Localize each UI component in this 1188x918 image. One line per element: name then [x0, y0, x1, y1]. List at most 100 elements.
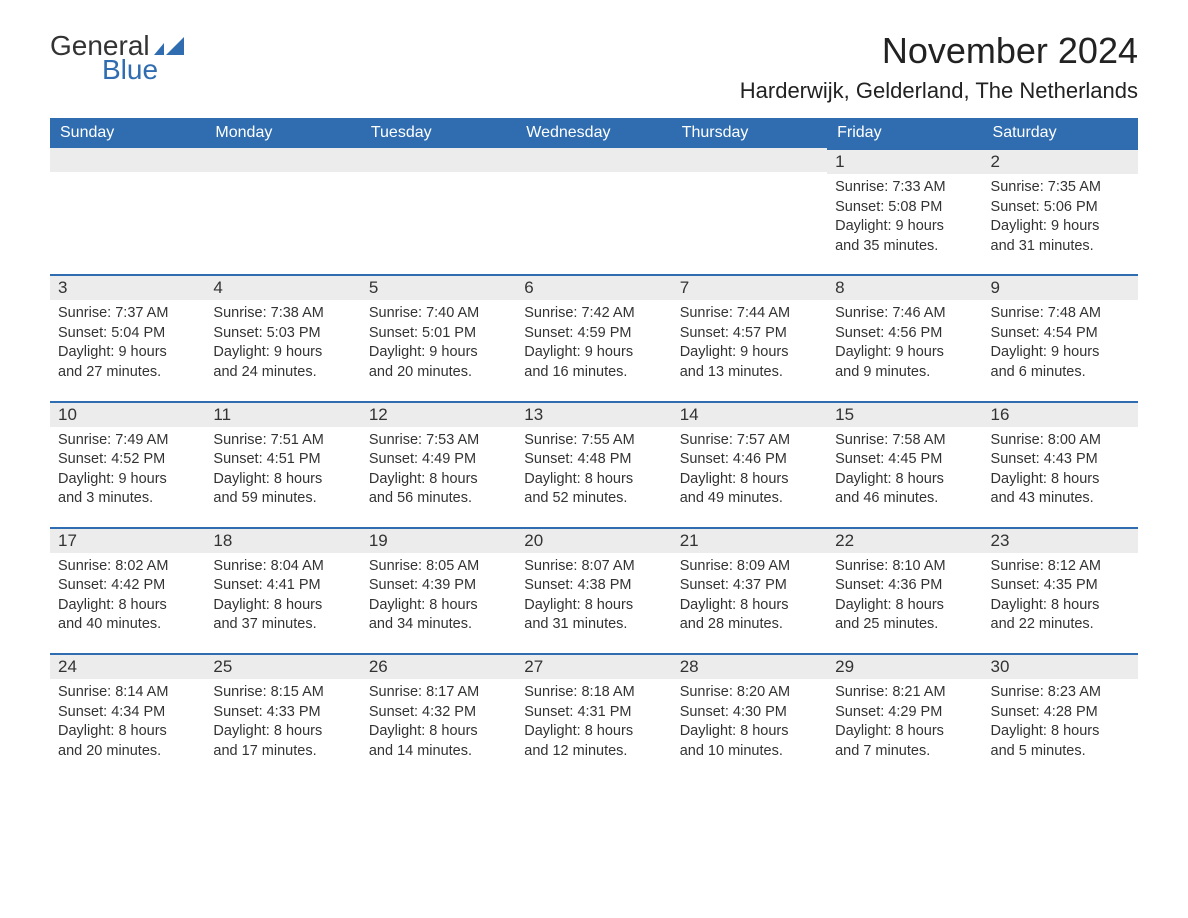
sunrise-text: Sunrise: 8:02 AM: [58, 557, 197, 577]
day-details: Sunrise: 7:55 AMSunset: 4:48 PMDaylight:…: [516, 427, 671, 527]
day-number: 7: [672, 274, 827, 300]
daylight-text-line2: and 59 minutes.: [213, 489, 352, 509]
day-details: Sunrise: 7:57 AMSunset: 4:46 PMDaylight:…: [672, 427, 827, 527]
daylight-text-line2: and 3 minutes.: [58, 489, 197, 509]
day-number: 10: [50, 401, 205, 427]
sunset-text: Sunset: 4:49 PM: [369, 450, 508, 470]
daylight-text-line2: and 12 minutes.: [524, 742, 663, 762]
day-number: 25: [205, 653, 360, 679]
daylight-text-line2: and 10 minutes.: [680, 742, 819, 762]
calendar-cell: 16Sunrise: 8:00 AMSunset: 4:43 PMDayligh…: [983, 401, 1138, 527]
sunrise-text: Sunrise: 8:23 AM: [991, 683, 1130, 703]
daylight-text-line2: and 5 minutes.: [991, 742, 1130, 762]
sunrise-text: Sunrise: 8:10 AM: [835, 557, 974, 577]
day-details: Sunrise: 7:37 AMSunset: 5:04 PMDaylight:…: [50, 300, 205, 400]
calendar-cell: 14Sunrise: 7:57 AMSunset: 4:46 PMDayligh…: [672, 401, 827, 527]
daylight-text-line1: Daylight: 9 hours: [58, 343, 197, 363]
daylight-text-line1: Daylight: 9 hours: [835, 343, 974, 363]
calendar-cell: 12Sunrise: 7:53 AMSunset: 4:49 PMDayligh…: [361, 401, 516, 527]
calendar-cell: 30Sunrise: 8:23 AMSunset: 4:28 PMDayligh…: [983, 653, 1138, 779]
day-details: Sunrise: 7:44 AMSunset: 4:57 PMDaylight:…: [672, 300, 827, 400]
daylight-text-line1: Daylight: 9 hours: [58, 470, 197, 490]
sunrise-text: Sunrise: 7:37 AM: [58, 304, 197, 324]
day-details: Sunrise: 8:09 AMSunset: 4:37 PMDaylight:…: [672, 553, 827, 653]
sunrise-text: Sunrise: 7:40 AM: [369, 304, 508, 324]
calendar-table: Sunday Monday Tuesday Wednesday Thursday…: [50, 118, 1138, 779]
sunrise-text: Sunrise: 7:58 AM: [835, 431, 974, 451]
sunset-text: Sunset: 4:38 PM: [524, 576, 663, 596]
sunrise-text: Sunrise: 8:00 AM: [991, 431, 1130, 451]
calendar-cell: 28Sunrise: 8:20 AMSunset: 4:30 PMDayligh…: [672, 653, 827, 779]
daylight-text-line1: Daylight: 8 hours: [58, 722, 197, 742]
calendar-cell: 29Sunrise: 8:21 AMSunset: 4:29 PMDayligh…: [827, 653, 982, 779]
header: General Blue November 2024 Harderwijk, G…: [50, 30, 1138, 104]
weekday-header: Friday: [827, 118, 982, 148]
daylight-text-line1: Daylight: 8 hours: [835, 596, 974, 616]
day-number: 12: [361, 401, 516, 427]
day-number: 16: [983, 401, 1138, 427]
sunset-text: Sunset: 4:39 PM: [369, 576, 508, 596]
calendar-cell: 10Sunrise: 7:49 AMSunset: 4:52 PMDayligh…: [50, 401, 205, 527]
calendar-cell: [50, 148, 205, 274]
day-number: 29: [827, 653, 982, 679]
weekday-header: Tuesday: [361, 118, 516, 148]
sunrise-text: Sunrise: 7:42 AM: [524, 304, 663, 324]
sunrise-text: Sunrise: 8:12 AM: [991, 557, 1130, 577]
sunset-text: Sunset: 4:54 PM: [991, 324, 1130, 344]
day-details: Sunrise: 7:49 AMSunset: 4:52 PMDaylight:…: [50, 427, 205, 527]
day-details: Sunrise: 7:42 AMSunset: 4:59 PMDaylight:…: [516, 300, 671, 400]
sunset-text: Sunset: 5:03 PM: [213, 324, 352, 344]
day-details: Sunrise: 7:51 AMSunset: 4:51 PMDaylight:…: [205, 427, 360, 527]
calendar-cell: 15Sunrise: 7:58 AMSunset: 4:45 PMDayligh…: [827, 401, 982, 527]
sunrise-text: Sunrise: 7:49 AM: [58, 431, 197, 451]
calendar-cell: 23Sunrise: 8:12 AMSunset: 4:35 PMDayligh…: [983, 527, 1138, 653]
sunrise-text: Sunrise: 7:38 AM: [213, 304, 352, 324]
day-number: 13: [516, 401, 671, 427]
sunset-text: Sunset: 4:33 PM: [213, 703, 352, 723]
day-number: 28: [672, 653, 827, 679]
day-details: Sunrise: 8:20 AMSunset: 4:30 PMDaylight:…: [672, 679, 827, 779]
title-block: November 2024 Harderwijk, Gelderland, Th…: [740, 30, 1138, 104]
weekday-header: Thursday: [672, 118, 827, 148]
daylight-text-line1: Daylight: 8 hours: [369, 596, 508, 616]
sunrise-text: Sunrise: 8:05 AM: [369, 557, 508, 577]
calendar-cell: 3Sunrise: 7:37 AMSunset: 5:04 PMDaylight…: [50, 274, 205, 400]
daylight-text-line2: and 20 minutes.: [58, 742, 197, 762]
day-details: Sunrise: 8:07 AMSunset: 4:38 PMDaylight:…: [516, 553, 671, 653]
sunrise-text: Sunrise: 7:55 AM: [524, 431, 663, 451]
day-number: 8: [827, 274, 982, 300]
day-details: Sunrise: 8:00 AMSunset: 4:43 PMDaylight:…: [983, 427, 1138, 527]
day-details: Sunrise: 8:18 AMSunset: 4:31 PMDaylight:…: [516, 679, 671, 779]
day-number: 3: [50, 274, 205, 300]
month-title: November 2024: [740, 30, 1138, 72]
sunrise-text: Sunrise: 8:14 AM: [58, 683, 197, 703]
calendar-cell: 20Sunrise: 8:07 AMSunset: 4:38 PMDayligh…: [516, 527, 671, 653]
daylight-text-line1: Daylight: 8 hours: [369, 722, 508, 742]
daylight-text-line2: and 40 minutes.: [58, 615, 197, 635]
calendar-cell: 5Sunrise: 7:40 AMSunset: 5:01 PMDaylight…: [361, 274, 516, 400]
calendar-cell: 26Sunrise: 8:17 AMSunset: 4:32 PMDayligh…: [361, 653, 516, 779]
calendar-cell: 1Sunrise: 7:33 AMSunset: 5:08 PMDaylight…: [827, 148, 982, 274]
daylight-text-line2: and 56 minutes.: [369, 489, 508, 509]
day-number: 22: [827, 527, 982, 553]
daylight-text-line1: Daylight: 8 hours: [680, 596, 819, 616]
weekday-header: Monday: [205, 118, 360, 148]
day-number: 27: [516, 653, 671, 679]
daylight-text-line1: Daylight: 8 hours: [524, 722, 663, 742]
calendar-cell: 17Sunrise: 8:02 AMSunset: 4:42 PMDayligh…: [50, 527, 205, 653]
weekday-header: Sunday: [50, 118, 205, 148]
weekday-header: Wednesday: [516, 118, 671, 148]
day-number: 15: [827, 401, 982, 427]
sunrise-text: Sunrise: 7:33 AM: [835, 178, 974, 198]
logo: General Blue: [50, 30, 184, 86]
logo-blue-text: Blue: [102, 54, 158, 86]
calendar-week-row: 17Sunrise: 8:02 AMSunset: 4:42 PMDayligh…: [50, 527, 1138, 653]
sunset-text: Sunset: 4:51 PM: [213, 450, 352, 470]
daylight-text-line1: Daylight: 9 hours: [369, 343, 508, 363]
sunset-text: Sunset: 4:59 PM: [524, 324, 663, 344]
sunset-text: Sunset: 4:31 PM: [524, 703, 663, 723]
daylight-text-line1: Daylight: 8 hours: [680, 470, 819, 490]
sunset-text: Sunset: 4:32 PM: [369, 703, 508, 723]
day-details: Sunrise: 7:46 AMSunset: 4:56 PMDaylight:…: [827, 300, 982, 400]
sunset-text: Sunset: 4:36 PM: [835, 576, 974, 596]
